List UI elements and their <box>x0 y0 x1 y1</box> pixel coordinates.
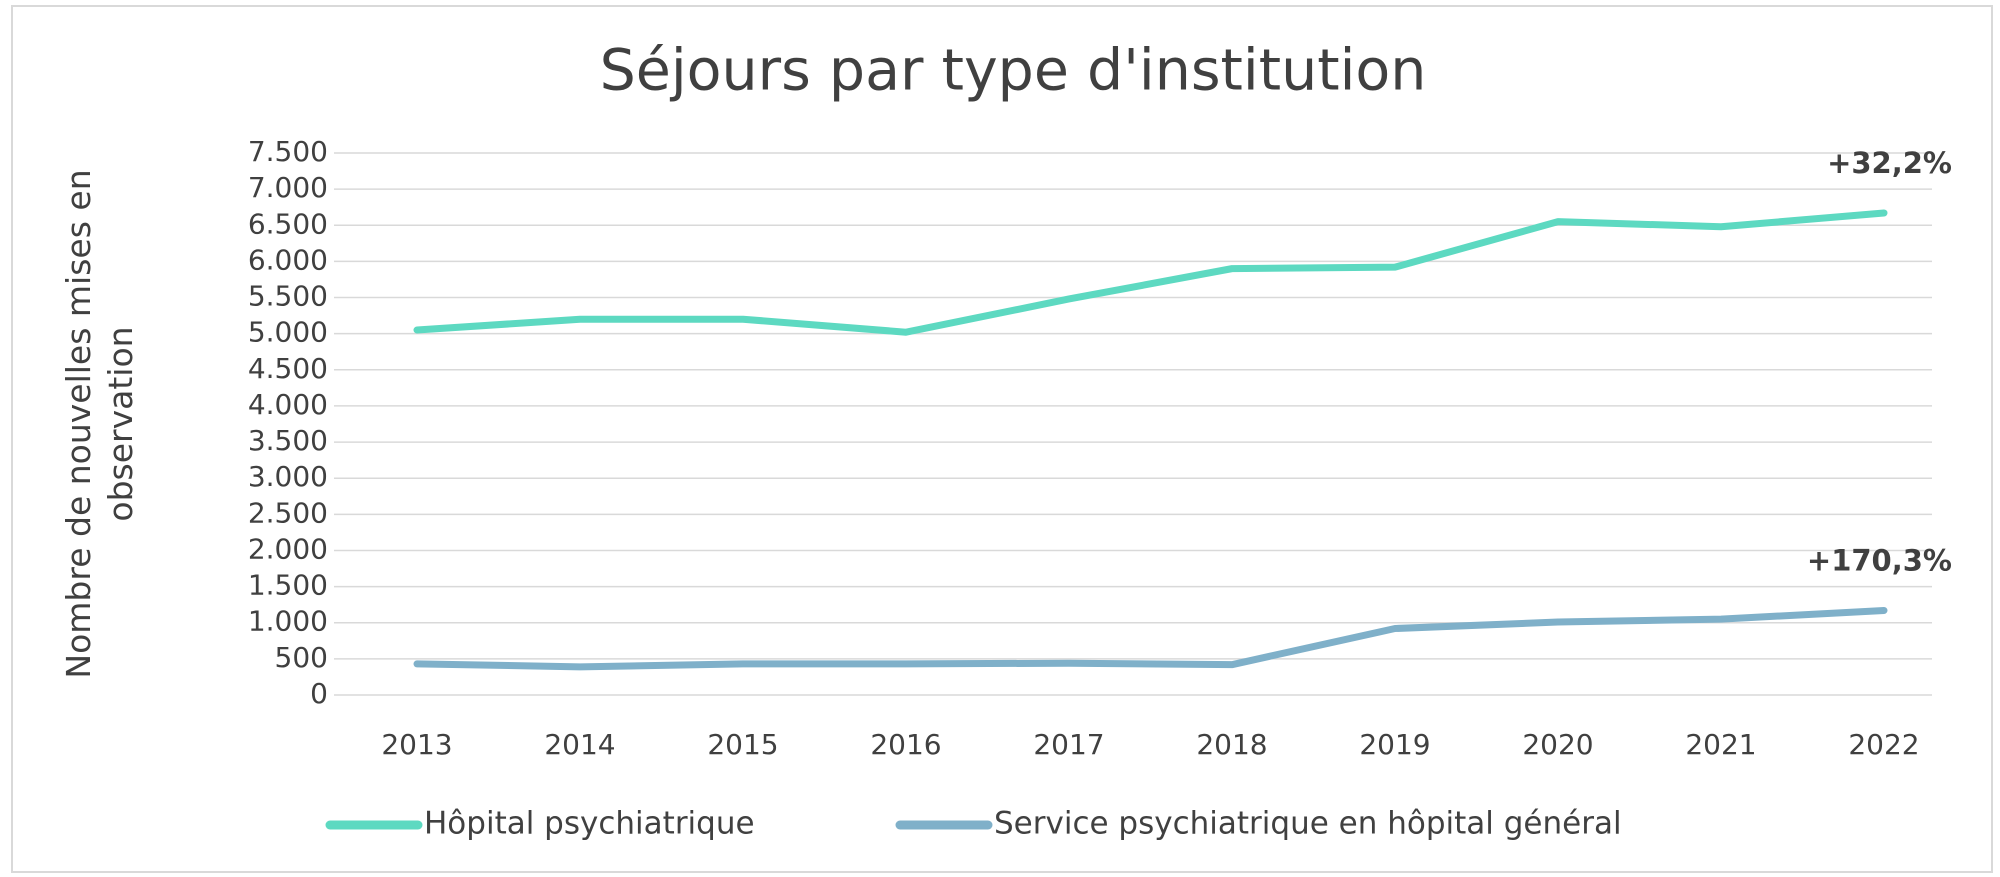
annotation: +170,3% <box>1807 543 1952 577</box>
legend-label: Service psychiatrique en hôpital général <box>994 806 1622 842</box>
y-tick-label: 3.000 <box>248 460 328 493</box>
y-tick-label: 6.000 <box>248 243 328 276</box>
y-axis-label-line: observation <box>101 326 140 521</box>
y-tick-label: 1.000 <box>248 605 328 638</box>
x-tick-label: 2015 <box>707 728 778 761</box>
y-tick-label: 6.500 <box>248 207 328 240</box>
x-tick-label: 2018 <box>1196 728 1267 761</box>
x-tick-label: 2019 <box>1359 728 1430 761</box>
y-tick-label: 500 <box>275 641 328 674</box>
x-tick-label: 2016 <box>870 728 941 761</box>
x-tick-label: 2020 <box>1522 728 1593 761</box>
y-tick-label: 7.000 <box>248 171 328 204</box>
y-tick-label: 0 <box>310 677 328 710</box>
series-line <box>413 606 1888 671</box>
annotation: +32,2% <box>1827 146 1952 180</box>
y-tick-label: 2.000 <box>248 532 328 565</box>
y-tick-label: 7.500 <box>248 135 328 168</box>
y-tick-label: 4.000 <box>248 388 328 421</box>
y-tick-label: 1.500 <box>248 569 328 602</box>
x-tick-label: 2017 <box>1033 728 1104 761</box>
y-tick-label: 2.500 <box>248 496 328 529</box>
y-axis-label-line: Nombre de nouvelles mises en <box>59 169 98 678</box>
y-tick-label: 3.500 <box>248 424 328 457</box>
x-tick-label: 2022 <box>1848 728 1919 761</box>
x-tick-label: 2013 <box>381 728 452 761</box>
y-tick-label: 5.500 <box>248 280 328 313</box>
x-tick-label: 2014 <box>544 728 615 761</box>
chart-title: Séjours par type d'institution <box>600 38 1427 104</box>
x-tick-label: 2021 <box>1685 728 1756 761</box>
y-tick-label: 5.000 <box>248 316 328 349</box>
series-line <box>413 209 1888 336</box>
chart-border <box>11 5 1993 873</box>
y-axis-label: Nombre de nouvelles mises enobservation <box>59 169 140 678</box>
legend-label: Hôpital psychiatrique <box>424 806 755 842</box>
y-tick-label: 4.500 <box>248 352 328 385</box>
